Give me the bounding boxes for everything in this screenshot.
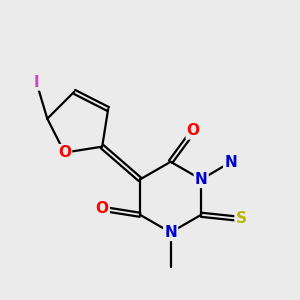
Text: O: O [187, 123, 200, 138]
Text: O: O [96, 201, 109, 216]
Text: N: N [195, 172, 208, 187]
Text: O: O [58, 145, 71, 160]
Text: N: N [224, 154, 237, 169]
Text: I: I [34, 74, 39, 89]
Text: S: S [236, 212, 247, 226]
Text: N: N [164, 225, 177, 240]
